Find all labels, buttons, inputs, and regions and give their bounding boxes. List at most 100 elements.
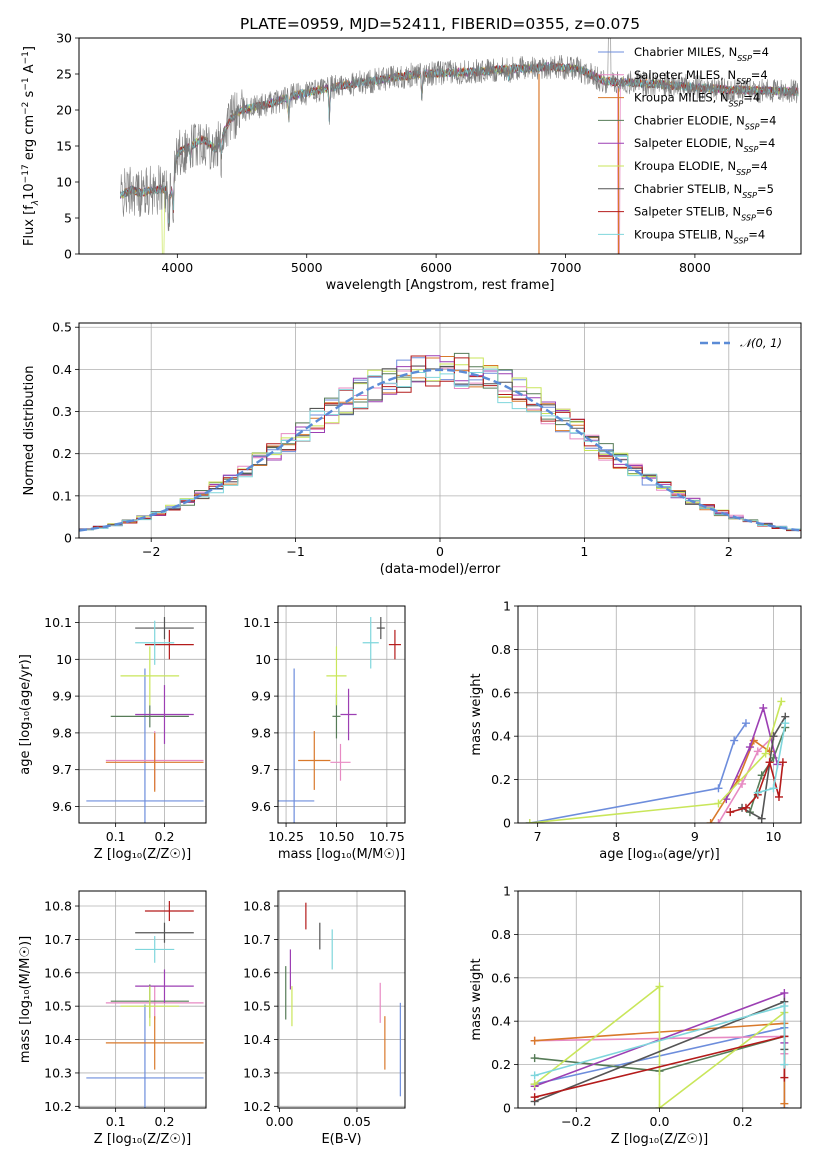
age-vs-Z-errorbar xyxy=(135,620,175,665)
plots-layer: 4000 5000 6000 7000 8000051015202530waveleng… xyxy=(18,31,802,1147)
mass-weight-vs-Z-ylabel: mass weight xyxy=(469,958,484,1040)
mass-weight-vs-Z-xtick-label: 0.2 xyxy=(733,1114,753,1129)
spectrum-plot-area xyxy=(120,38,799,254)
mass-weight-vs-age-plot-area xyxy=(525,697,790,823)
mass-weight-vs-age-xtick-label: 9 xyxy=(691,829,699,844)
mass-vs-Z-errorbar xyxy=(105,986,204,1020)
age-vs-mass-ytick-label: 9.6 xyxy=(251,799,271,814)
age-vs-mass-errorbar xyxy=(330,743,351,781)
legend-label: Salpeter ELODIE, NSSP=4 xyxy=(634,136,775,154)
mass-vs-Z-frame: 0.1 0.2 10.2 10.3 10.4 10.5 10.6 10.7 10.8 Z [log… xyxy=(18,890,207,1147)
spectrum-axes: 4000 5000 6000 7000 8000 0 5 10 15 20 25 30 waveleng… xyxy=(21,31,802,293)
mass-weight-vs-Z-ytick-label: 1 xyxy=(503,884,511,899)
age-vs-mass-grid xyxy=(278,606,405,823)
residuals-plot-area xyxy=(79,352,801,538)
age-vs-mass-errorbar xyxy=(388,629,401,660)
age-vs-Z-xtick-label: 0.1 xyxy=(106,829,126,844)
mass-weight-vs-age-xtick-label: 10 xyxy=(766,829,782,844)
mass-vs-Z-errorbar xyxy=(144,901,194,922)
age-vs-mass-errorbar xyxy=(362,617,379,669)
spectrum-ytick-label: 10 xyxy=(56,175,72,190)
mass-weight-vs-Z-marker xyxy=(780,1002,789,1011)
mass-weight-vs-age-ytick-label: 0.8 xyxy=(491,642,511,657)
age-vs-Z-grid xyxy=(79,606,206,823)
mass-weight-vs-age-ytick-label: 0.6 xyxy=(491,685,511,700)
age-vs-Z-errorbar xyxy=(135,685,194,744)
mass-vs-Z-errorbar xyxy=(135,936,175,963)
residuals-xtick-label: −2 xyxy=(142,544,160,559)
mass-weight-vs-Z-ytick-label: 0.8 xyxy=(491,927,511,942)
mass-weight-vs-Z-marker xyxy=(780,1060,789,1069)
mass-weight-vs-age-ytick-label: 1 xyxy=(503,599,511,614)
mass-vs-EBV-ytick-label: 10.4 xyxy=(243,1032,271,1047)
mass-weight-vs-age-marker xyxy=(777,697,786,706)
mass-weight-vs-age-ytick-label: 0 xyxy=(503,816,511,831)
age-vs-mass-plot-area xyxy=(278,617,401,823)
residuals-ytick-label: 0.4 xyxy=(52,362,72,377)
mass-weight-vs-age-marker xyxy=(759,703,768,712)
legend-label: Chabrier STELIB, NSSP=5 xyxy=(634,182,774,200)
mass-weight-vs-age-marker xyxy=(769,784,778,793)
mass-vs-EBV-ytick-label: 10.2 xyxy=(243,1099,271,1114)
mass-vs-EBV-ytick-label: 10.6 xyxy=(243,965,271,980)
mass-weight-vs-age-series-line xyxy=(709,739,771,823)
age-vs-Z-ytick-label: 10.1 xyxy=(44,615,72,630)
mass-vs-Z-errorbar xyxy=(120,986,180,1027)
spectrum-ytick-label: 20 xyxy=(56,103,72,118)
age-vs-Z-errorbar xyxy=(135,617,194,640)
age-vs-Z-ytick-label: 9.7 xyxy=(52,762,72,777)
legend-label: 𝒩(0, 1) xyxy=(740,336,782,350)
mass-weight-vs-age-ylabel: mass weight xyxy=(469,673,484,755)
spectrum-xtick-label: 6000 xyxy=(420,260,452,275)
mass-weight-vs-age-marker xyxy=(714,784,723,793)
residuals-xtick-label: 1 xyxy=(580,544,588,559)
age-vs-Z-ytick-label: 9.8 xyxy=(52,725,72,740)
spectrum-series-line xyxy=(120,62,799,230)
residuals-ytick-label: 0 xyxy=(64,531,72,546)
mass-weight-vs-age-marker xyxy=(706,819,715,823)
residuals-xlabel: (data-model)/error xyxy=(380,562,501,577)
spectrum-ylabel: Flux [fλ10−17 erg cm−2 s−1 A−1] xyxy=(21,46,41,246)
mass-vs-Z-ytick-label: 10.6 xyxy=(44,965,72,980)
spectrum-xtick-label: 8000 xyxy=(679,260,711,275)
age-vs-mass-ytick-label: 9.9 xyxy=(251,689,271,704)
age-vs-mass-xtick-label: 10.25 xyxy=(268,829,304,844)
age-vs-Z-ylabel: age [log₁₀(age/yr)] xyxy=(18,654,33,775)
mass-vs-EBV-ytick-label: 10.5 xyxy=(243,999,271,1014)
age-vs-Z-xlabel: Z [log₁₀(Z/Z☉)] xyxy=(94,847,191,862)
age-vs-Z-xtick-label: 0.2 xyxy=(155,829,175,844)
age-vs-mass-xtick-label: 10.50 xyxy=(319,829,355,844)
mass-weight-vs-Z-ytick-label: 0.2 xyxy=(491,1057,511,1072)
legend-label: Kroupa ELODIE, NSSP=4 xyxy=(634,159,768,177)
residuals-xtick-label: 0 xyxy=(436,544,444,559)
mass-weight-vs-age-marker xyxy=(741,803,750,812)
spectrum-ytick-label: 15 xyxy=(56,139,72,154)
spectrum-ytick-label: 5 xyxy=(64,211,72,226)
residuals-legend: 𝒩(0, 1) xyxy=(700,336,782,350)
mass-vs-EBV-xlabel: E(B-V) xyxy=(321,1132,361,1147)
mass-weight-vs-Z-xtick-label: 0.0 xyxy=(650,1114,670,1129)
spectrum-legend: Chabrier MILES, NSSP=4 Salpeter MILES, NS… xyxy=(598,45,776,245)
mass-vs-Z-ytick-label: 10.8 xyxy=(44,899,72,914)
age-vs-Z-errorbar xyxy=(110,705,189,728)
age-vs-Z-errorbar xyxy=(105,732,204,792)
mass-weight-vs-age-ytick-label: 0.2 xyxy=(491,772,511,787)
legend-label: Salpeter MILES, NSSP=4 xyxy=(634,68,768,86)
mass-vs-EBV-frame: 0.00 0.05 10.2 10.3 10.4 10.5 10.6 10.7 10.8 E(B-… xyxy=(243,890,406,1147)
mass-weight-vs-Z-ytick-label: 0.6 xyxy=(491,970,511,985)
mass-vs-EBV-xtick-label: 0.05 xyxy=(343,1114,371,1129)
mass-weight-vs-Z-plot-area xyxy=(530,982,789,1108)
age-vs-mass-ytick-label: 10 xyxy=(255,652,271,667)
mass-vs-EBV-axes: 0.00 0.05 10.2 10.3 10.4 10.5 10.6 10.7 10.8 E(B-… xyxy=(243,890,406,1147)
residuals-axes: −2 −1 0 1 2 0 0.1 0.2 0.3 0.4 0.5 (data-model)/erro… xyxy=(22,320,802,577)
legend-label: Salpeter STELIB, NSSP=6 xyxy=(634,205,773,223)
mass-vs-Z-xtick-label: 0.2 xyxy=(155,1114,175,1129)
age-vs-mass-errorbar xyxy=(298,731,331,790)
residuals-ytick-label: 0.5 xyxy=(52,320,72,335)
mass-weight-vs-age-marker xyxy=(730,736,739,745)
age-vs-mass-errorbar xyxy=(340,688,357,741)
residuals-ytick-label: 0.1 xyxy=(52,488,72,503)
age-vs-mass-errorbar xyxy=(326,646,347,706)
mass-vs-Z-ytick-label: 10.7 xyxy=(44,932,72,947)
age-vs-Z-ytick-label: 9.9 xyxy=(52,689,72,704)
